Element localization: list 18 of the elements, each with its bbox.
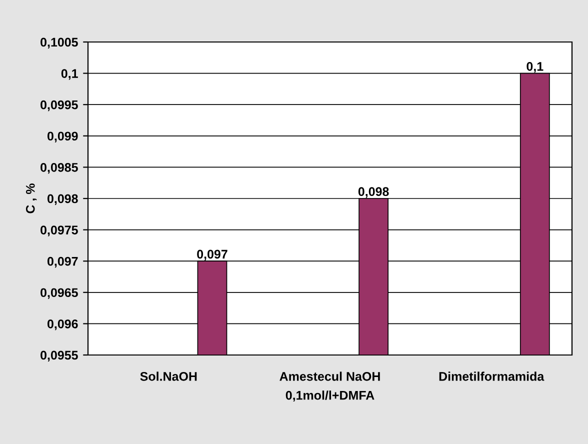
y-axis-title: C , %	[26, 184, 37, 214]
y-tick-label: 0,1	[61, 69, 78, 80]
data-label: 0,097	[197, 250, 228, 260]
x-tick-label: Amestecul NaOH 0,1mol/l+DMFA	[280, 372, 380, 402]
y-tick-label: 0,098	[47, 194, 78, 205]
data-label: 0,098	[358, 187, 389, 198]
y-tick-label: 0,099	[47, 132, 78, 142]
y-tick-label: 0,0985	[40, 163, 78, 174]
y-tick-label: 0,0965	[40, 288, 78, 299]
y-tick-label: 0,097	[47, 256, 78, 268]
x-tick-label: Dimetilformamida	[439, 372, 544, 381]
y-tick-label: 0,096	[47, 320, 78, 330]
x-tick-label: Sol.NaOH	[140, 372, 197, 381]
y-tick-label: 0,0975	[40, 226, 78, 236]
y-tick-label: 0,1005	[40, 38, 78, 48]
y-tick-label: 0,0995	[40, 100, 78, 112]
data-label: 0,1	[526, 62, 544, 73]
y-tick-label: 0,0955	[40, 350, 78, 362]
